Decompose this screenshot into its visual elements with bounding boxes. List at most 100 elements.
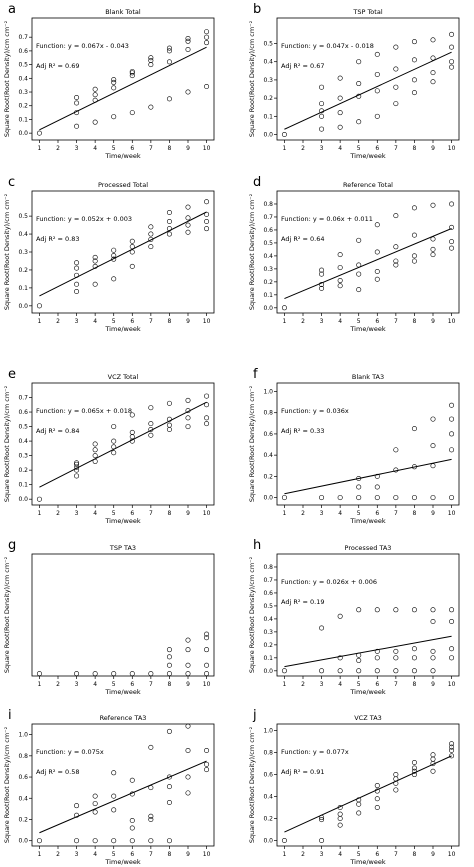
data-point	[111, 256, 117, 262]
fit-line	[284, 458, 452, 495]
x-tick-label: 6	[375, 145, 379, 152]
data-point	[148, 785, 154, 791]
data-point	[185, 748, 191, 754]
y-tick-label: 0.6	[263, 590, 273, 597]
panel-letter: h	[253, 538, 261, 553]
y-axis-label: Square Root(Root Density)/cm cm⁻²	[3, 556, 11, 673]
data-point	[185, 790, 191, 796]
x-tick-label: 2	[56, 145, 60, 152]
x-tick-label: 9	[431, 510, 435, 517]
data-point	[129, 434, 135, 440]
x-tick-label: 6	[375, 510, 379, 517]
data-point	[374, 473, 380, 479]
x-tick-label: 1	[38, 318, 42, 325]
x-tick-label: 9	[186, 318, 190, 325]
data-point	[281, 305, 287, 311]
data-point	[166, 400, 172, 406]
panel-title: TSP Total	[352, 8, 382, 16]
data-point	[36, 838, 42, 844]
data-point	[129, 249, 135, 255]
data-point	[111, 671, 117, 677]
y-tick-label: 0.2	[18, 103, 28, 110]
y-tick-label: 0.7	[263, 577, 273, 584]
x-tick-label: 7	[394, 851, 398, 858]
fit-line	[39, 211, 207, 297]
data-point	[356, 657, 362, 663]
panel-letter: c	[8, 175, 15, 190]
data-point	[411, 607, 417, 613]
data-point	[111, 793, 117, 799]
x-tick-label: 7	[394, 145, 398, 152]
data-point	[449, 44, 455, 50]
fit-function-text: Function: y = 0.036x	[281, 407, 349, 415]
x-tick-label: 5	[112, 145, 116, 152]
y-axis-label: Square Root(Root Density)/cm cm⁻²	[3, 20, 11, 137]
data-point	[374, 71, 380, 77]
data-point	[393, 668, 399, 674]
x-tick-label: 9	[431, 851, 435, 858]
x-tick-label: 8	[168, 318, 172, 325]
data-point	[111, 438, 117, 444]
x-tick-label: 7	[149, 851, 153, 858]
data-point	[393, 84, 399, 90]
x-tick-label: 6	[375, 681, 379, 688]
data-point	[356, 271, 362, 277]
y-tick-label: 0.2	[263, 279, 273, 286]
x-tick-label: 8	[413, 681, 417, 688]
x-tick-label: 1	[283, 510, 287, 517]
data-point	[430, 443, 436, 449]
data-point	[111, 77, 117, 83]
data-point	[111, 79, 117, 85]
x-tick-label: 8	[168, 145, 172, 152]
data-point	[319, 126, 325, 132]
data-point	[111, 247, 117, 253]
data-point	[430, 70, 436, 76]
data-point	[337, 265, 343, 271]
data-point	[204, 662, 210, 668]
y-axis-label: Square Root(Root Density)/cm cm⁻²	[3, 385, 11, 502]
data-point	[92, 838, 98, 844]
data-point	[74, 272, 80, 278]
data-point	[92, 92, 98, 98]
panel-e: e VCZ Total 1 2 3 4 5 6 7 8 9 10 0.0 0.1 0.2 0.3 0.4 0.5 0…	[3, 367, 215, 525]
y-tick-label: 0.0	[18, 130, 28, 137]
panel-c: c Processed Total 1 2 3 4 5 6 7 8 9 10 0.0 0.1 0.2 0.3 0…	[3, 175, 215, 333]
adj-r2-value: 0.58	[65, 768, 79, 776]
data-point	[449, 607, 455, 613]
x-tick-label: 5	[112, 318, 116, 325]
y-tick-label: 0.4	[263, 253, 273, 260]
data-point	[185, 723, 191, 729]
data-point	[319, 668, 325, 674]
data-point	[356, 119, 362, 125]
data-point	[204, 631, 210, 637]
data-point	[449, 245, 455, 251]
x-tick-label: 6	[130, 318, 134, 325]
x-tick-label: 1	[38, 851, 42, 858]
data-point	[430, 495, 436, 501]
data-point	[111, 276, 117, 282]
x-tick-label: 10	[448, 851, 456, 858]
data-point	[430, 463, 436, 469]
data-point	[166, 838, 172, 844]
data-point	[74, 460, 80, 466]
y-tick-label: 0.0	[18, 303, 28, 310]
x-tick-label: 5	[357, 510, 361, 517]
data-point	[449, 224, 455, 230]
y-tick-label: 1.0	[18, 732, 28, 739]
data-point	[374, 113, 380, 119]
data-point	[337, 278, 343, 284]
y-tick-label: 0.4	[263, 794, 273, 801]
data-point	[74, 288, 80, 294]
data-point	[430, 648, 436, 654]
adj-r2-prefix: Adj R² =	[281, 62, 310, 70]
x-tick-label: 6	[130, 510, 134, 517]
data-point	[166, 96, 172, 102]
axes-frame	[31, 723, 215, 847]
data-point	[374, 607, 380, 613]
data-point	[430, 37, 436, 43]
data-point	[148, 838, 154, 844]
x-tick-label: 9	[186, 681, 190, 688]
data-point	[148, 231, 154, 237]
data-point	[356, 801, 362, 807]
data-point	[111, 838, 117, 844]
